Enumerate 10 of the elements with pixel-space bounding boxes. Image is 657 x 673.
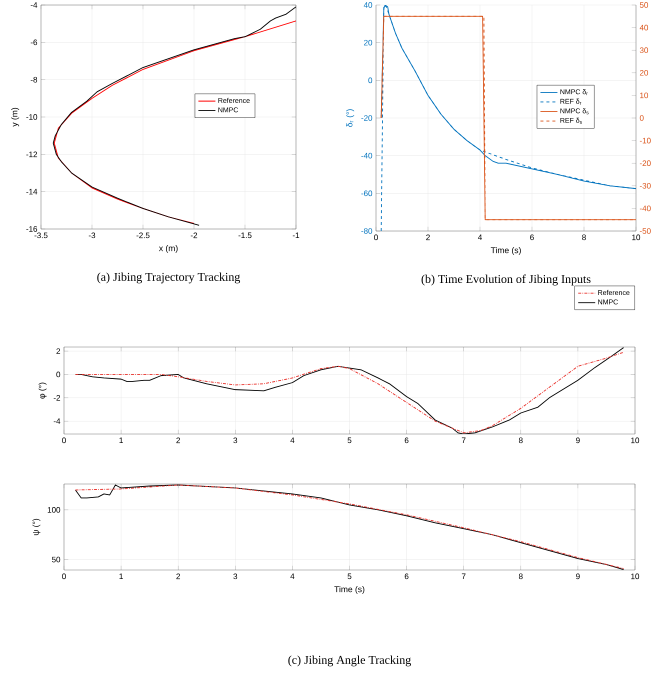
- x-axis-title: Time (s): [490, 247, 521, 255]
- y-axis-title: y (m): [11, 108, 20, 127]
- text: (b) Time Evolution of Jibing Inputs: [422, 274, 591, 286]
- x-axis-title: Time (s): [334, 586, 364, 594]
- y-axis-title: φ (°): [38, 382, 47, 399]
- text: (a) Jibing Trajectory Tracking: [97, 272, 240, 284]
- text: (c) Jibing Angle Tracking: [288, 656, 411, 666]
- x-axis-title: x (m): [158, 245, 178, 253]
- y-axis-title: ψ (°): [32, 518, 40, 536]
- y-axis-title: δ$_{r}$ (°): [346, 109, 354, 127]
